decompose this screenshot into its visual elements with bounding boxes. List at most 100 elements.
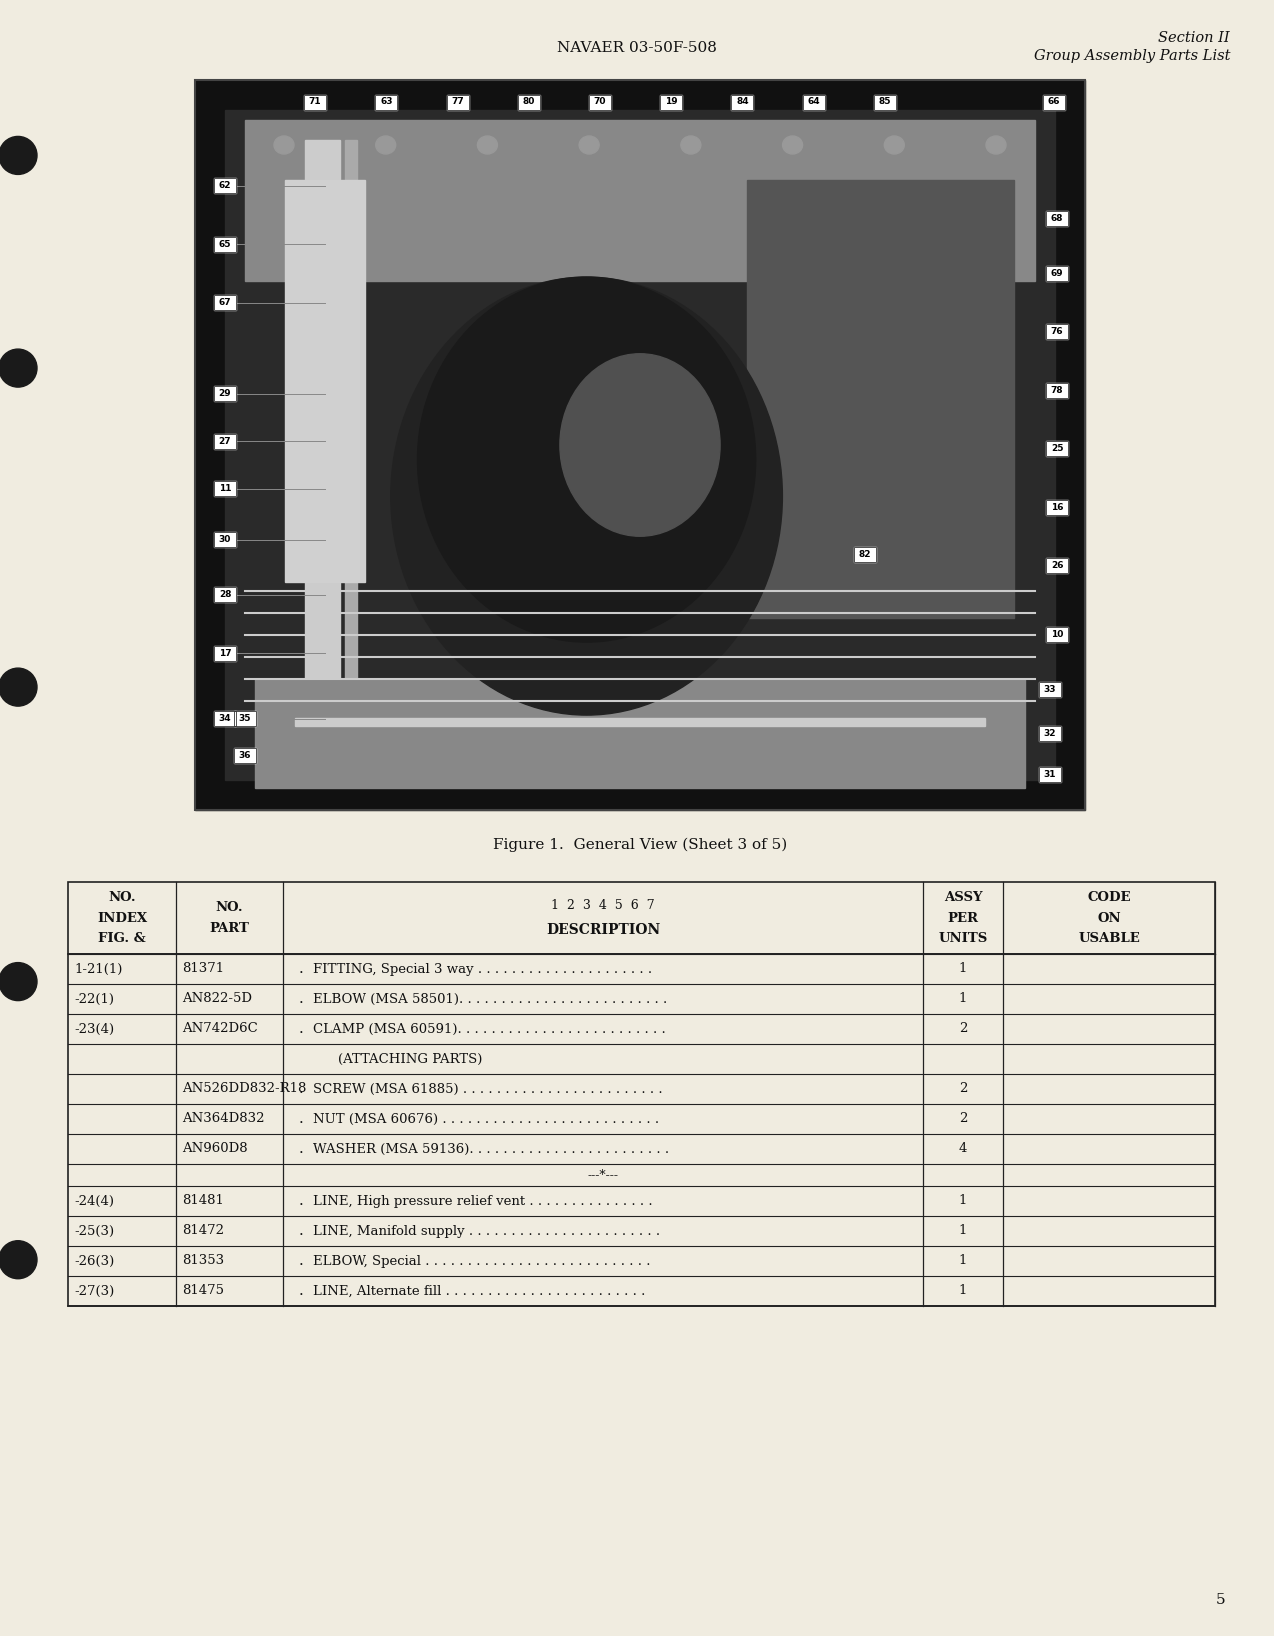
- Bar: [214, 237, 236, 252]
- Text: LINE, Alternate fill . . . . . . . . . . . . . . . . . . . . . . . .: LINE, Alternate fill . . . . . . . . . .…: [313, 1284, 646, 1297]
- Text: ---*---: ---*---: [587, 1168, 618, 1181]
- Bar: [517, 95, 540, 110]
- Bar: [1046, 627, 1068, 643]
- Bar: [1046, 211, 1068, 226]
- Bar: [1046, 267, 1068, 281]
- Bar: [1043, 95, 1065, 110]
- Bar: [731, 95, 753, 110]
- Text: 67: 67: [219, 298, 232, 308]
- Text: 1: 1: [959, 962, 967, 975]
- Bar: [1040, 682, 1061, 697]
- Bar: [234, 748, 256, 762]
- Text: 4: 4: [959, 1142, 967, 1155]
- Bar: [1046, 627, 1068, 643]
- Bar: [345, 141, 357, 687]
- Text: 30: 30: [219, 535, 231, 545]
- Text: 16: 16: [1051, 502, 1064, 512]
- Text: 68: 68: [1051, 214, 1064, 222]
- Bar: [214, 712, 236, 726]
- Text: ASSY: ASSY: [944, 892, 982, 905]
- Bar: [1046, 267, 1068, 281]
- Text: -22(1): -22(1): [74, 993, 113, 1006]
- Text: AN960D8: AN960D8: [182, 1142, 247, 1155]
- Bar: [234, 712, 256, 726]
- Bar: [660, 95, 682, 110]
- Text: 78: 78: [1051, 386, 1064, 394]
- Bar: [660, 95, 682, 110]
- Text: .: .: [299, 1142, 303, 1157]
- Text: 1  2  3  4  5  6  7: 1 2 3 4 5 6 7: [552, 900, 655, 913]
- Bar: [447, 95, 469, 110]
- Text: Figure 1.  General View (Sheet 3 of 5): Figure 1. General View (Sheet 3 of 5): [493, 838, 787, 852]
- Bar: [304, 95, 326, 110]
- Text: 33: 33: [1043, 685, 1056, 694]
- Text: AN364D832: AN364D832: [182, 1112, 265, 1126]
- Bar: [214, 532, 236, 548]
- Bar: [1040, 767, 1061, 782]
- Text: Group Assembly Parts List: Group Assembly Parts List: [1033, 49, 1229, 64]
- Text: 2: 2: [959, 1112, 967, 1126]
- Bar: [1043, 95, 1065, 110]
- FancyArrow shape: [296, 718, 985, 726]
- Bar: [874, 95, 896, 110]
- Bar: [214, 532, 236, 548]
- Bar: [747, 180, 1014, 618]
- Ellipse shape: [884, 136, 905, 154]
- Text: 19: 19: [665, 98, 678, 106]
- Bar: [285, 180, 364, 581]
- Bar: [214, 434, 236, 448]
- Text: 66: 66: [1047, 98, 1060, 106]
- Text: CLAMP (MSA 60591). . . . . . . . . . . . . . . . . . . . . . . . .: CLAMP (MSA 60591). . . . . . . . . . . .…: [313, 1022, 666, 1036]
- Text: (ATTACHING PARTS): (ATTACHING PARTS): [338, 1052, 483, 1065]
- Bar: [1046, 324, 1068, 339]
- Text: LINE, Manifold supply . . . . . . . . . . . . . . . . . . . . . . .: LINE, Manifold supply . . . . . . . . . …: [313, 1224, 660, 1237]
- Text: 17: 17: [219, 648, 232, 658]
- Text: 71: 71: [308, 98, 321, 106]
- Bar: [1046, 383, 1068, 398]
- Text: NO.: NO.: [215, 901, 243, 913]
- Text: 85: 85: [879, 98, 891, 106]
- Bar: [1046, 558, 1068, 573]
- Text: 80: 80: [522, 98, 535, 106]
- Text: 81475: 81475: [182, 1284, 224, 1297]
- Bar: [68, 882, 1215, 954]
- Text: -27(3): -27(3): [74, 1284, 115, 1297]
- Text: 77: 77: [451, 98, 464, 106]
- Text: .: .: [299, 1022, 303, 1036]
- Bar: [225, 110, 1055, 780]
- Text: 34: 34: [219, 715, 232, 723]
- Text: 36: 36: [238, 751, 251, 759]
- Circle shape: [0, 136, 37, 175]
- Bar: [214, 294, 236, 311]
- Text: 26: 26: [1051, 561, 1064, 569]
- Ellipse shape: [559, 353, 720, 537]
- Text: ELBOW (MSA 58501). . . . . . . . . . . . . . . . . . . . . . . . .: ELBOW (MSA 58501). . . . . . . . . . . .…: [313, 993, 668, 1006]
- Bar: [1046, 442, 1068, 456]
- Text: PART: PART: [209, 923, 250, 936]
- Ellipse shape: [986, 136, 1006, 154]
- Circle shape: [0, 348, 37, 388]
- Text: SCREW (MSA 61885) . . . . . . . . . . . . . . . . . . . . . . . .: SCREW (MSA 61885) . . . . . . . . . . . …: [313, 1083, 662, 1096]
- Text: 25: 25: [1051, 443, 1064, 453]
- Text: CODE: CODE: [1087, 892, 1131, 905]
- Text: 81481: 81481: [182, 1194, 224, 1207]
- Bar: [517, 95, 540, 110]
- Text: -26(3): -26(3): [74, 1255, 115, 1268]
- Text: 1: 1: [959, 1284, 967, 1297]
- Bar: [803, 95, 824, 110]
- Bar: [1046, 211, 1068, 226]
- Text: 69: 69: [1051, 268, 1064, 278]
- Text: .: .: [299, 1112, 303, 1126]
- Text: 2: 2: [959, 1022, 967, 1036]
- Bar: [214, 481, 236, 496]
- Text: NAVAER 03-50F-508: NAVAER 03-50F-508: [557, 41, 717, 56]
- Text: 10: 10: [1051, 630, 1064, 640]
- Bar: [589, 95, 612, 110]
- Text: .: .: [299, 1081, 303, 1096]
- Bar: [1040, 767, 1061, 782]
- Bar: [195, 80, 1085, 810]
- Bar: [1046, 499, 1068, 515]
- Text: 35: 35: [238, 715, 251, 723]
- Text: AN742D6C: AN742D6C: [182, 1022, 257, 1036]
- Text: 63: 63: [380, 98, 392, 106]
